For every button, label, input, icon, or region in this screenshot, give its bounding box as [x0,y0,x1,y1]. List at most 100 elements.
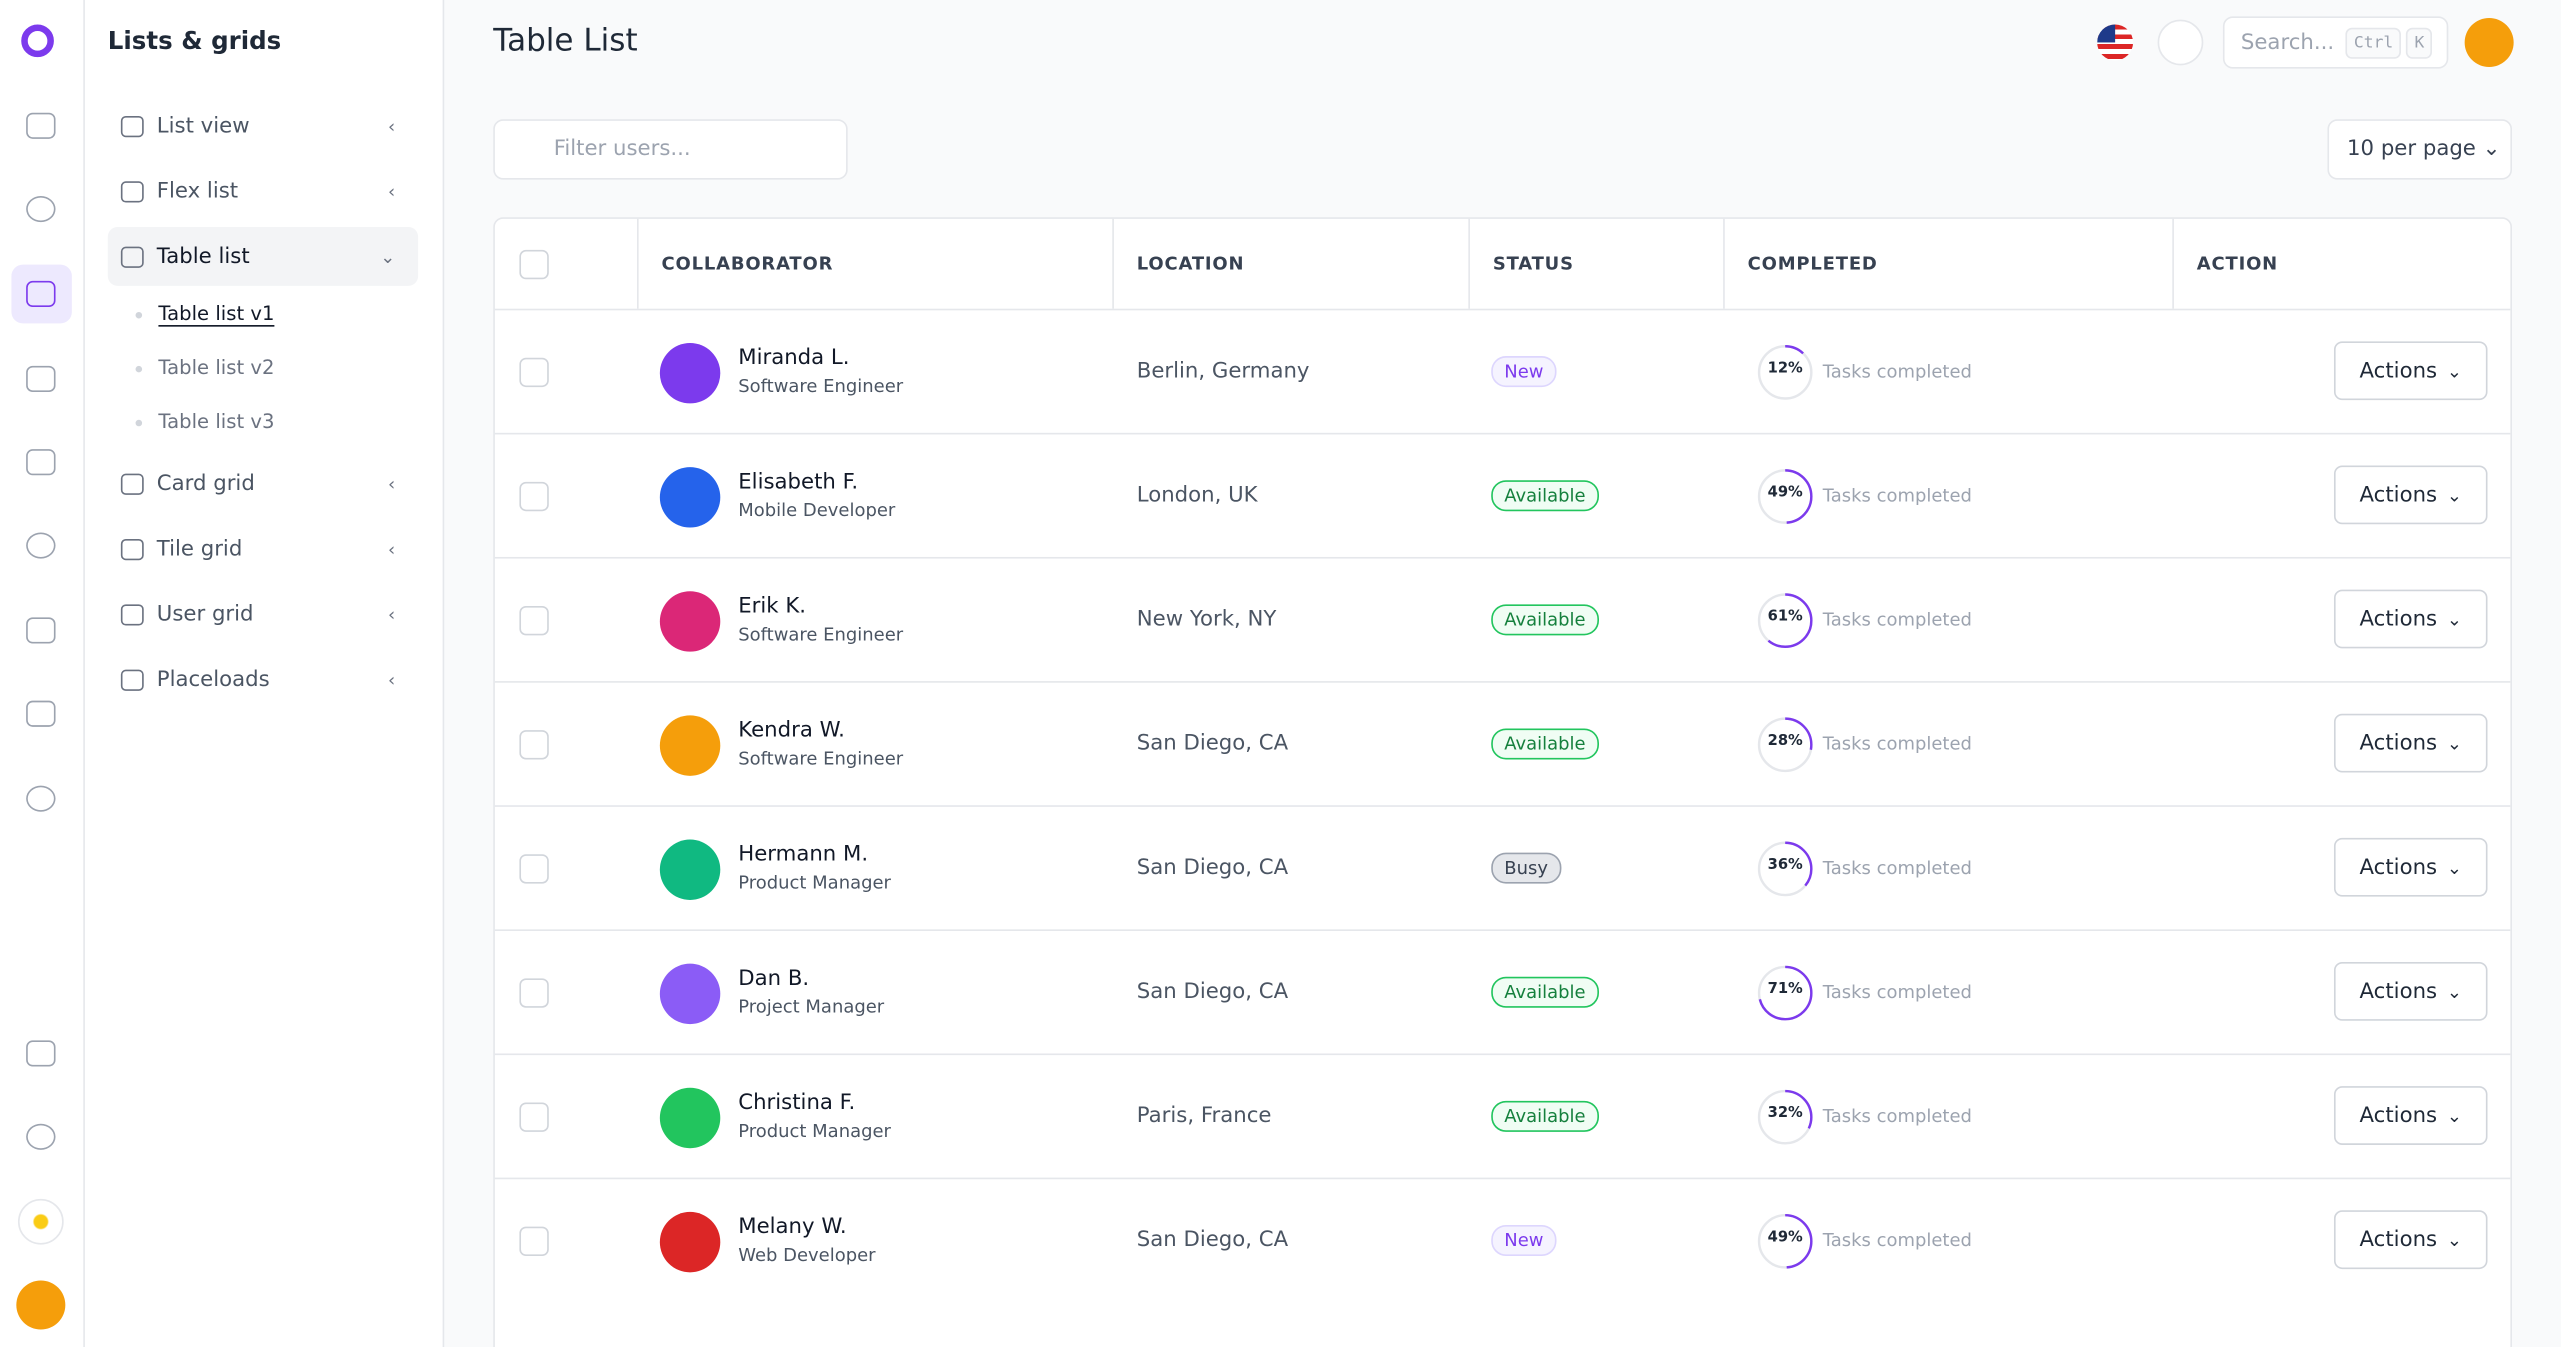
location: Berlin, Germany [1136,359,1310,384]
status-badge: Busy [1491,852,1562,884]
sub-nav-item[interactable]: Table list v3 [135,409,275,433]
row-checkbox[interactable] [519,1226,549,1257]
location: San Diego, CA [1136,1228,1289,1253]
search-box[interactable]: Search... Ctrl K [2222,16,2449,69]
avatar [659,467,721,528]
sub-nav-item[interactable]: Table list v2 [135,356,275,379]
nav-label: Card grid [156,471,255,496]
filter-input[interactable]: Filter users... [493,119,848,180]
status-badge: Available [1491,604,1599,636]
actions-button[interactable]: Actions ⌄ [2333,465,2488,525]
progress-ring [1757,965,1813,1021]
chevron: ‹ [388,472,396,495]
role: Software Engineer [738,375,904,397]
percent: 49% [1767,1229,1803,1247]
actions-label: Actions [2359,482,2438,508]
column-header: STATUS [1468,218,1723,309]
page-title: Table List [493,22,638,59]
chevron: ⌄ [2446,360,2462,382]
percent: 12% [1767,360,1803,378]
nav-label: Tile grid [156,536,243,562]
key: Ctrl [2345,26,2402,58]
role: Project Manager [738,996,885,1018]
search-placeholder: Search... [2240,30,2335,55]
actions-button[interactable]: Actions ⌄ [2333,589,2488,649]
location: London, UK [1136,483,1258,508]
table-row: Dan B. Project Manager San Diego, CA Availa… [494,929,2511,1055]
column-header: LOCATION [1112,218,1468,309]
per-page-select[interactable]: 10 per page ⌄ [2327,119,2513,180]
avatar [659,342,721,404]
apps-button[interactable] [2157,19,2204,66]
rail-icon[interactable] [26,449,56,476]
rail-icon[interactable] [26,617,56,644]
progress-ring [1757,717,1813,773]
select-all[interactable] [519,249,549,280]
icon-rail [0,0,85,1347]
row-checkbox[interactable] [519,481,549,512]
percent: 36% [1767,857,1803,874]
header-avatar[interactable] [2464,17,2514,67]
completed-note: Tasks completed [1822,609,1972,631]
row-checkbox[interactable] [519,357,549,388]
nav-item[interactable]: Placeloads ‹ [108,650,418,709]
rail-icon[interactable] [26,1123,56,1150]
theme-toggle[interactable] [17,1198,64,1245]
actions-button[interactable]: Actions ⌄ [2333,1086,2488,1145]
role: Web Developer [738,1244,876,1266]
actions-button[interactable]: Actions ⌄ [2333,341,2488,401]
nav-item[interactable]: Flex list ‹ [108,162,418,221]
role: Product Manager [738,872,891,894]
location: San Diego, CA [1136,855,1289,881]
actions-button[interactable]: Actions ⌄ [2333,713,2488,773]
row-checkbox[interactable] [519,605,549,636]
nav-item[interactable]: List view ‹ [108,96,418,155]
rail-active[interactable] [11,264,72,324]
flag[interactable] [2097,24,2134,61]
rail-icon[interactable] [26,112,56,139]
logo [21,24,54,58]
chevron: ⌄ [2446,856,2462,878]
rail-icon[interactable] [26,365,56,392]
rail-icon[interactable] [26,1040,56,1067]
actions-button[interactable]: Actions ⌄ [2333,962,2488,1021]
rail-icon[interactable] [26,195,56,223]
rail-icon[interactable] [26,280,56,308]
chevron: ‹ [388,115,396,137]
row-checkbox[interactable] [519,1102,549,1132]
completed-note: Tasks completed [1822,360,1972,383]
row-checkbox[interactable] [519,730,549,760]
rail-icon[interactable] [26,785,56,812]
nav-item[interactable]: User grid ‹ [108,585,418,644]
nav-icon [120,245,144,268]
status-badge: Available [1491,976,1599,1008]
progress-arc [1757,469,1813,524]
rail-icon[interactable] [26,700,56,727]
flag-canton [2097,24,2116,43]
nav-item[interactable]: Card grid ‹ [108,454,418,513]
row-checkbox[interactable] [519,854,549,884]
location: Paris, France [1136,1104,1272,1129]
location: New York, NY [1136,607,1277,633]
name: Elisabeth F. [738,470,859,495]
rail-icon[interactable] [26,532,56,559]
table-row: Erik K. Software Engineer New York, NY Avai… [494,556,2511,683]
status-badge: Available [1491,728,1599,760]
chevron: ⌄ [380,245,396,268]
nav-item[interactable]: Table list ⌄ [107,227,419,286]
row-checkbox[interactable] [519,978,549,1008]
avatar [659,839,721,900]
sub-nav-item[interactable]: Table list v1 [135,302,275,327]
actions-button[interactable]: Actions ⌄ [2333,837,2488,897]
progress-arc [1757,841,1813,897]
percent: 49% [1767,485,1803,502]
nav-item[interactable]: Tile grid ‹ [108,519,418,578]
actions-button[interactable]: Actions ⌄ [2333,1210,2488,1270]
nav-label: Placeloads [156,667,270,692]
user-avatar[interactable] [16,1280,66,1330]
progress-ring [1757,841,1813,897]
chevron: ‹ [388,180,396,202]
chevron: ⌄ [2446,1104,2462,1127]
table-row: Miranda L. Software Engineer Berlin, Germa… [494,308,2511,435]
status-badge: Available [1491,1100,1599,1132]
